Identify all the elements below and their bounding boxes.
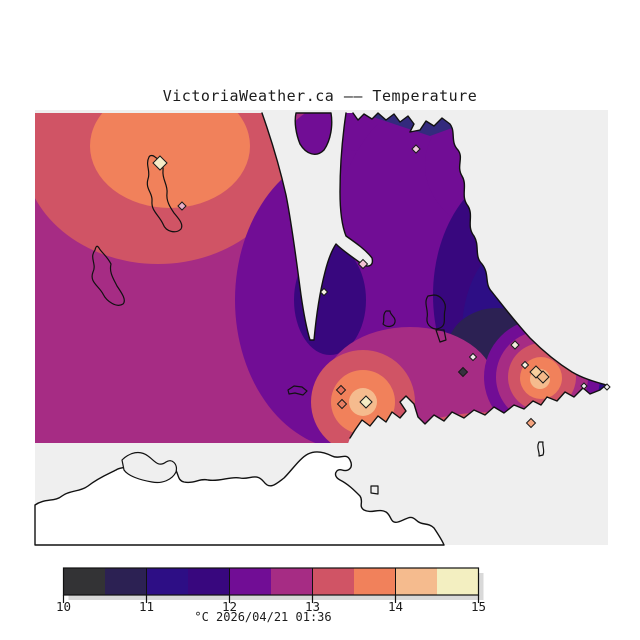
map-title: VictoriaWeather.ca —— Temperature: [163, 87, 478, 105]
station-marker[interactable]: [468, 352, 478, 362]
station-markers: [152, 144, 611, 429]
station-marker[interactable]: [510, 340, 520, 350]
colorbar-caption: °C 2026/04/21 01:36: [194, 610, 331, 624]
colorbar-tick-label: 15: [471, 599, 486, 614]
station-marker[interactable]: [520, 360, 530, 370]
lake-prospect: [382, 310, 396, 328]
station-marker[interactable]: [335, 384, 347, 396]
station-marker[interactable]: [359, 395, 373, 409]
islet-trial: [537, 441, 545, 457]
inlet-coastline: [261, 112, 374, 341]
station-marker[interactable]: [580, 382, 588, 390]
colorbar-segment: [354, 568, 396, 595]
station-marker[interactable]: [177, 201, 187, 211]
nw-blob-13p5: [90, 113, 250, 208]
colorbar-segment: [229, 568, 272, 595]
south-land-pond: [370, 485, 379, 495]
lake-sooke: [91, 245, 125, 306]
station-marker[interactable]: [152, 155, 168, 171]
station-marker[interactable]: [411, 144, 421, 154]
station-marker[interactable]: [457, 366, 469, 378]
colorbar-segment: [395, 568, 438, 595]
colorbar-segment: [146, 568, 189, 595]
colorbar-segment: [312, 568, 355, 595]
station-marker[interactable]: [525, 417, 537, 429]
station-marker[interactable]: [319, 287, 329, 297]
colorbar-tick-label: 13: [305, 599, 320, 614]
colorbar-border: [62, 567, 480, 596]
colorbar-segment: [188, 568, 230, 595]
colorbar-tick-label: 10: [56, 599, 71, 614]
colorbar-tick-label: 12: [222, 599, 237, 614]
colorbar-segment: [105, 568, 147, 595]
station-marker[interactable]: [536, 370, 550, 384]
station-marker[interactable]: [357, 258, 369, 270]
station-marker[interactable]: [603, 383, 611, 391]
millbay-islet-coastline: [294, 112, 333, 155]
colorbar-tick-label: 11: [139, 599, 154, 614]
colorbar-tick-label: 14: [388, 599, 403, 614]
lake-elk: [425, 294, 447, 343]
peninsula-coastline: [349, 112, 607, 439]
south-land-lagoon: [121, 451, 177, 484]
station-marker[interactable]: [336, 398, 348, 410]
colorbar-segment: [437, 568, 479, 595]
islet-race-rocks: [287, 385, 308, 396]
colorbar-segment: [63, 568, 106, 595]
colorbar: 10 11 12 13 14 15: [56, 567, 486, 614]
colorbar-segment: [271, 568, 313, 595]
